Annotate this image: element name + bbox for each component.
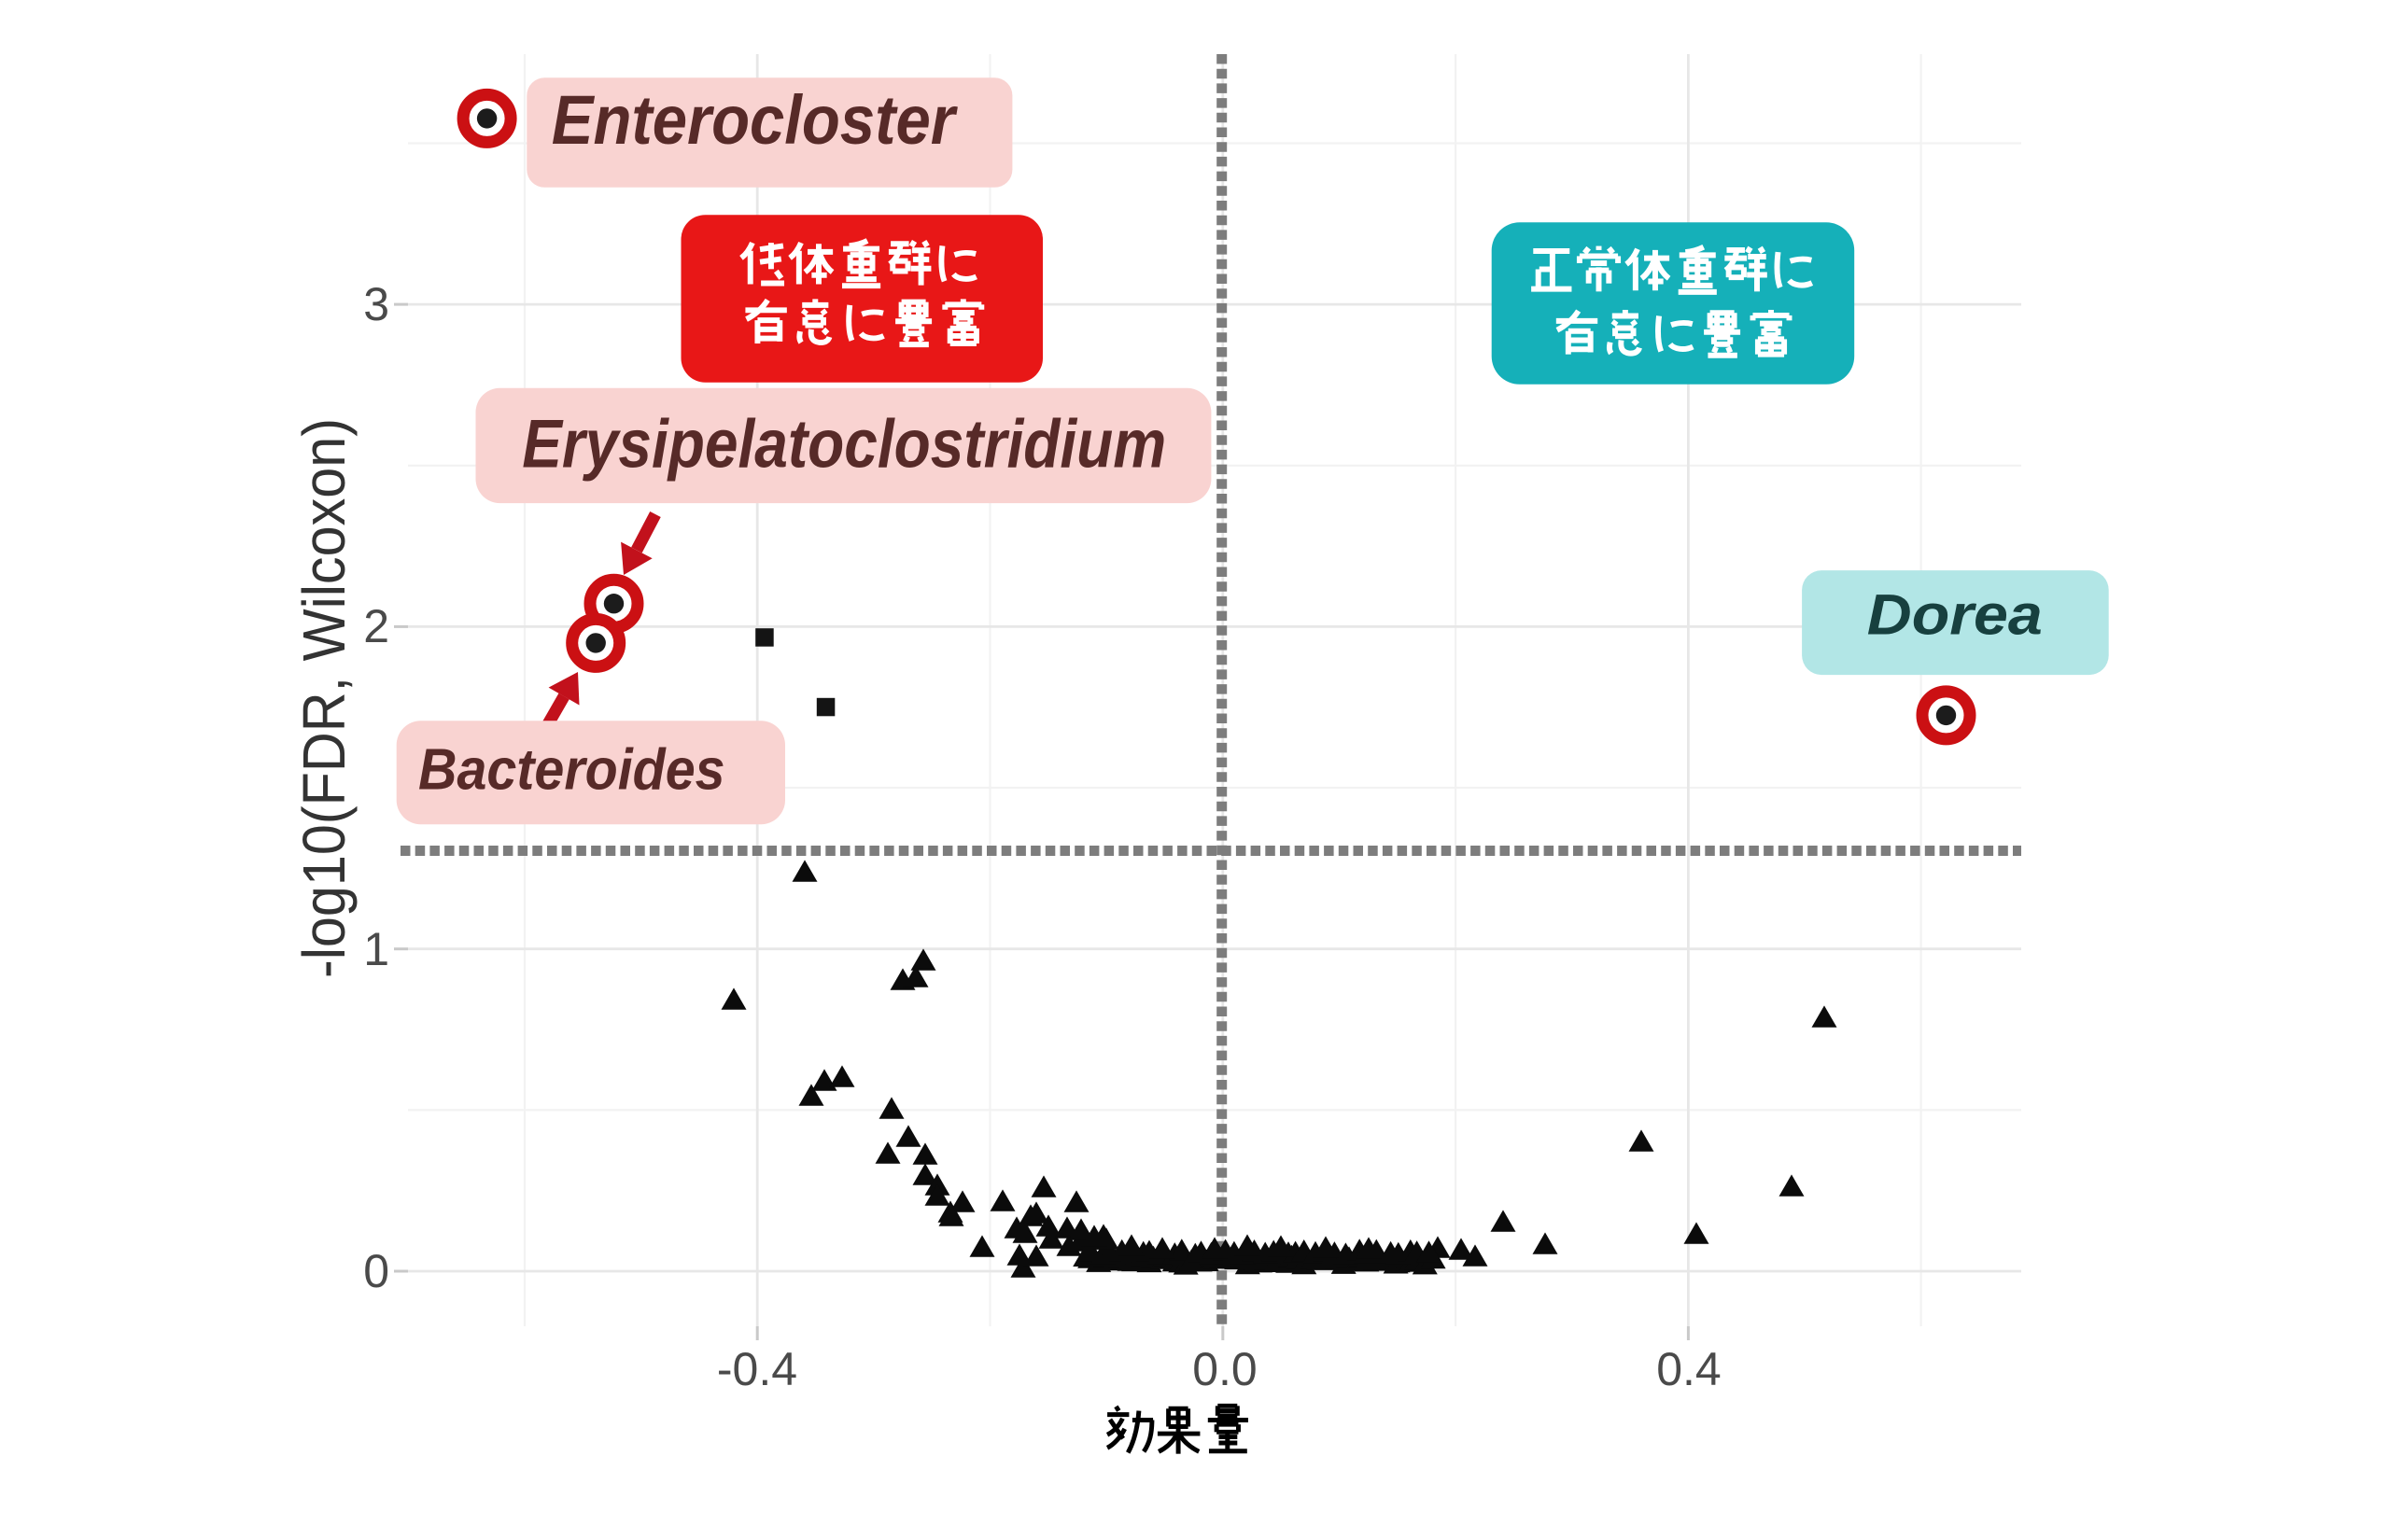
svg-text:0: 0 xyxy=(363,1245,389,1297)
svg-text:1: 1 xyxy=(363,923,389,975)
svg-text:Erysipelatoclostridium: Erysipelatoclostridium xyxy=(522,406,1166,482)
svg-text:2: 2 xyxy=(363,600,389,652)
svg-text:-0.4: -0.4 xyxy=(717,1343,797,1395)
svg-text:3: 3 xyxy=(363,278,389,330)
svg-text:-log10(FDR, Wilcoxon): -log10(FDR, Wilcoxon) xyxy=(290,418,358,978)
svg-text:Enterocloster: Enterocloster xyxy=(552,81,959,159)
svg-text:Dorea: Dorea xyxy=(1867,582,2043,646)
svg-text:Bacteroides: Bacteroides xyxy=(418,738,725,803)
svg-text:0.0: 0.0 xyxy=(1192,1343,1258,1395)
svg-text:0.4: 0.4 xyxy=(1656,1343,1722,1395)
